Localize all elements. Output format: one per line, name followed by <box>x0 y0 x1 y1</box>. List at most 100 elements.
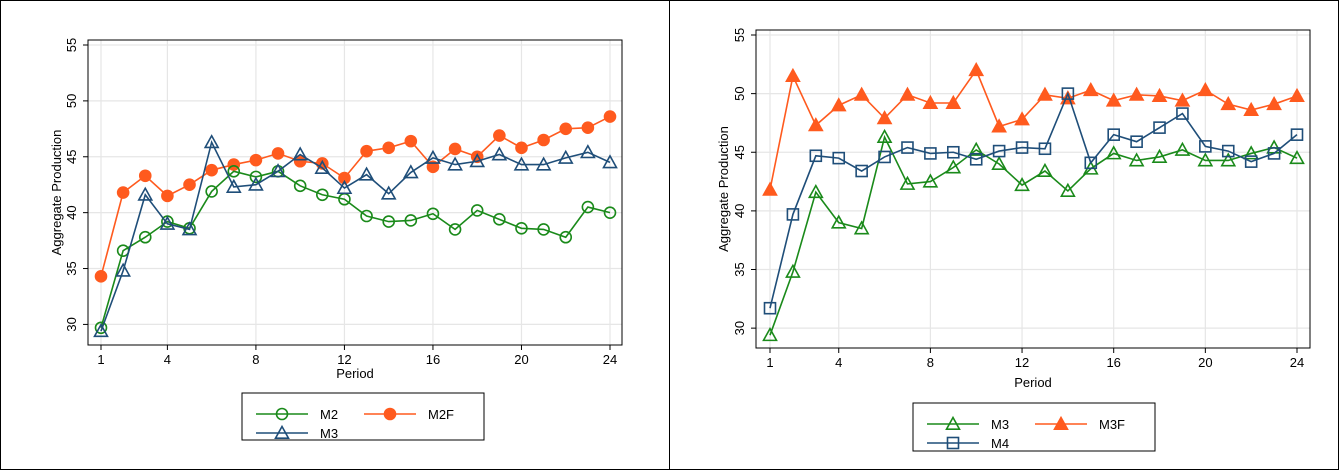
left-series-line-m2 <box>100 170 611 328</box>
left-y-tick-label: 40 <box>64 205 79 219</box>
right-point-m3f <box>1220 96 1237 111</box>
left-y-tick-label: 50 <box>64 94 79 108</box>
left-point-m2f <box>271 147 285 160</box>
left-legend-marker-m2f <box>383 407 397 421</box>
right-point-m4 <box>1130 135 1143 149</box>
right-legend-marker-m3f <box>1053 415 1069 431</box>
left-legend-marker-m3 <box>274 424 290 440</box>
right-point-m4 <box>1290 128 1304 141</box>
right-point-m4 <box>992 144 1006 158</box>
left-point-m2f <box>183 178 196 192</box>
left-point-m2 <box>249 170 263 184</box>
left-point-m2f <box>515 141 528 155</box>
right-x-tick-label: 24 <box>1290 355 1304 370</box>
right-point-m4 <box>786 208 800 221</box>
right-point-m3f <box>1128 86 1145 101</box>
left-point-m3 <box>270 163 286 178</box>
left-x-tick-label: 1 <box>97 352 104 367</box>
right-point-m3 <box>945 159 962 174</box>
right-legend-marker-m3 <box>945 415 961 431</box>
left-point-m3 <box>225 178 242 193</box>
right-x-tick-label: 8 <box>927 355 934 370</box>
left-x-tick-label: 24 <box>603 352 617 367</box>
left-point-m2 <box>515 221 528 235</box>
left-y-axis-title: Aggregate Production <box>49 130 64 256</box>
right-point-m4 <box>1153 121 1166 134</box>
left-point-m2f <box>581 121 595 135</box>
left-legend-marker-m2 <box>275 407 289 421</box>
left-y-tick-label: 55 <box>64 38 79 52</box>
right-plot-area <box>755 29 1311 349</box>
left-point-m3 <box>513 156 530 171</box>
left-grid <box>88 40 622 345</box>
right-point-m3f <box>853 86 870 101</box>
left-point-m3 <box>557 149 574 164</box>
right-point-m4 <box>855 164 868 178</box>
right-x-tick-label: 16 <box>1106 355 1120 370</box>
left-point-m3 <box>159 215 176 230</box>
right-point-m3 <box>1151 148 1168 163</box>
right-legend-label-m4: M4 <box>991 436 1009 451</box>
right-chart: 30 35 40 45 50 55 1 4 8 12 16 20 24 Period Aggregate… <box>716 28 1311 452</box>
left-point-m2 <box>360 209 373 223</box>
left-x-tick-label: 16 <box>426 352 440 367</box>
right-point-m3 <box>991 155 1007 170</box>
right-point-m3 <box>1220 152 1237 167</box>
left-point-m2 <box>205 185 218 198</box>
left-legend-label-m2: M2 <box>320 407 338 422</box>
left-chart: 30 35 40 45 50 55 1 4 8 12 16 20 24 Period Aggregate… <box>49 38 623 441</box>
left-point-m3 <box>425 149 441 164</box>
left-point-m3 <box>115 262 131 277</box>
left-point-m2 <box>470 204 484 217</box>
right-point-m4 <box>901 141 914 154</box>
right-point-m4 <box>878 150 891 164</box>
left-point-m2f <box>205 163 218 177</box>
left-point-m3 <box>248 176 264 191</box>
left-point-m2f <box>116 186 130 199</box>
right-point-m3f <box>876 110 893 125</box>
right-y-tick-label: 50 <box>732 86 747 100</box>
right-point-m3f <box>991 118 1007 133</box>
left-point-m2f <box>537 133 550 147</box>
right-point-m3 <box>1014 176 1030 192</box>
right-point-m3f <box>1197 81 1214 97</box>
left-point-m2 <box>138 230 152 244</box>
left-point-m3 <box>137 186 154 201</box>
right-point-m4 <box>969 152 983 166</box>
left-plot-area <box>87 39 623 346</box>
right-point-m3f <box>968 62 985 77</box>
right-point-m3f <box>945 94 962 110</box>
right-point-m4 <box>832 151 846 165</box>
left-point-m3 <box>469 153 486 168</box>
right-point-m4 <box>924 147 937 160</box>
right-point-m3 <box>1037 162 1053 178</box>
left-point-m2 <box>227 164 241 178</box>
right-legend-label-m3: M3 <box>991 417 1009 432</box>
left-x-tick-label: 20 <box>514 352 528 367</box>
right-point-m4 <box>1107 128 1120 141</box>
left-legend: M2 M2F M3 <box>241 392 485 441</box>
left-point-m2 <box>559 230 573 244</box>
right-point-m4 <box>1176 107 1189 120</box>
left-point-m2 <box>404 214 418 227</box>
right-x-tick-label: 20 <box>1198 355 1212 370</box>
right-point-m3f <box>830 97 847 112</box>
right-point-m3f <box>1266 96 1282 111</box>
left-point-m3 <box>292 146 309 161</box>
right-panel-frame <box>669 0 1339 470</box>
left-point-m2f <box>338 171 351 185</box>
left-point-m2f <box>382 141 395 155</box>
right-point-m3 <box>762 327 778 342</box>
left-y-tick-label: 45 <box>64 150 79 164</box>
left-point-m2f <box>161 189 174 203</box>
right-legend-marker-m4 <box>946 436 960 450</box>
left-point-m2 <box>493 213 506 226</box>
left-point-m3 <box>491 146 508 161</box>
right-point-m4 <box>1221 144 1235 158</box>
right-point-m4 <box>1244 155 1258 168</box>
left-point-m2 <box>316 188 329 202</box>
right-point-m3f <box>899 86 916 101</box>
right-point-m3 <box>1105 145 1122 160</box>
right-point-m3f <box>1037 86 1053 101</box>
